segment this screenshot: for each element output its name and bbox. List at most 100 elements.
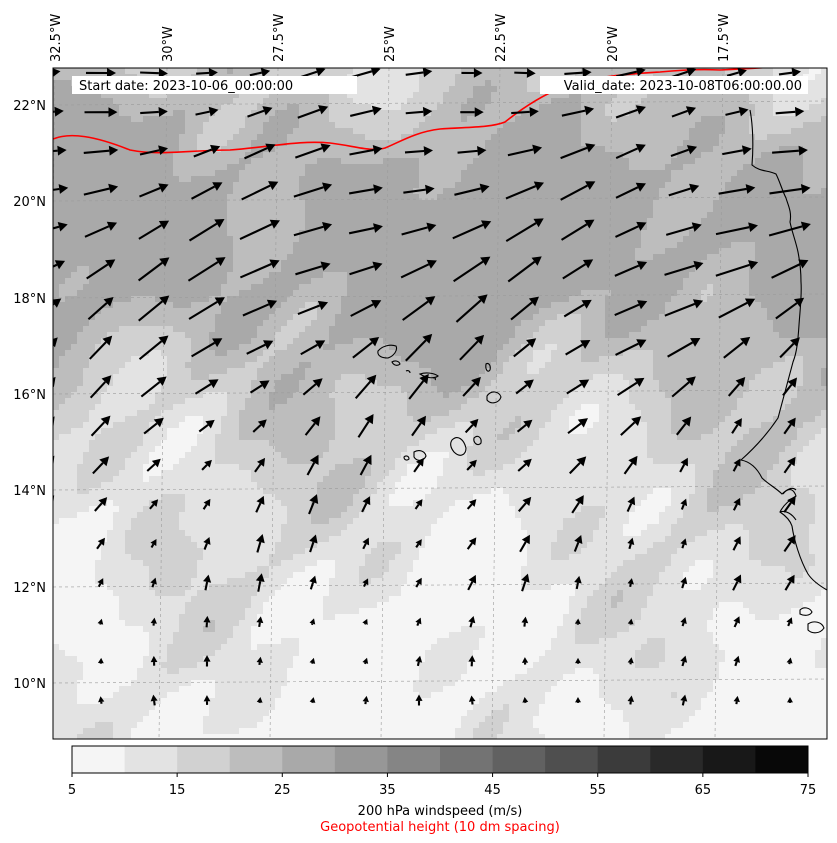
shade-cell <box>755 176 762 183</box>
shade-cell <box>809 68 816 75</box>
shade-cell <box>449 152 456 159</box>
shade-cell <box>65 188 72 195</box>
shade-cell <box>407 176 414 183</box>
shade-cell <box>647 194 654 201</box>
shade-cell <box>503 224 510 231</box>
shade-cell <box>725 98 732 105</box>
shade-cell <box>677 290 684 297</box>
shade-cell <box>191 266 198 273</box>
shade-cell <box>479 230 486 237</box>
shade-cell <box>449 218 456 225</box>
shade-cell <box>701 242 708 249</box>
shade-cell <box>95 290 102 297</box>
shade-cell <box>197 182 204 189</box>
shade-cell <box>185 128 192 135</box>
shade-cell <box>719 182 726 189</box>
shade-cell <box>527 86 534 93</box>
shade-cell <box>245 248 252 255</box>
shade-cell <box>647 254 654 261</box>
shade-cell <box>593 170 600 177</box>
shade-cell <box>413 206 420 213</box>
shade-cell <box>389 218 396 225</box>
shade-cell <box>65 74 72 81</box>
shade-cell <box>215 242 222 249</box>
shade-cell <box>491 116 498 123</box>
shade-cell <box>305 242 312 249</box>
shade-cell <box>389 260 396 267</box>
shade-cell <box>755 242 762 249</box>
shade-cell <box>737 206 744 213</box>
shade-cell <box>713 200 720 207</box>
shade-cell <box>179 128 186 135</box>
shade-cell <box>521 92 528 99</box>
shade-cell <box>617 134 624 141</box>
shade-cell <box>125 92 132 99</box>
shade-cell <box>233 128 240 135</box>
shade-cell <box>119 146 126 153</box>
shade-cell <box>215 110 222 117</box>
shade-cell <box>779 146 786 153</box>
shade-cell <box>503 86 510 93</box>
shade-cell <box>431 164 438 171</box>
shade-cell <box>599 176 606 183</box>
shade-cell <box>89 122 96 129</box>
shade-cell <box>419 284 426 291</box>
shade-cell <box>137 272 144 279</box>
shade-cell <box>635 254 642 261</box>
shade-cell <box>431 158 438 165</box>
shade-cell <box>599 122 606 129</box>
shade-cell <box>497 74 504 81</box>
shade-cell <box>341 278 348 285</box>
shade-cell <box>533 212 540 219</box>
shade-cell <box>95 278 102 285</box>
shade-cell <box>77 146 84 153</box>
shade-cell <box>773 212 780 219</box>
shade-cell <box>413 152 420 159</box>
shade-cell <box>677 182 684 189</box>
shade-cell <box>809 242 816 249</box>
shade-cell <box>197 218 204 225</box>
shade-cell <box>467 86 474 93</box>
shade-cell <box>587 92 594 99</box>
shade-cell <box>419 152 426 159</box>
shade-cell <box>587 266 594 273</box>
shade-cell <box>341 194 348 201</box>
shade-cell <box>455 248 462 255</box>
shade-cell <box>107 134 114 141</box>
shade-cell <box>329 236 336 243</box>
shade-cell <box>239 242 246 249</box>
shade-cell <box>527 188 534 195</box>
shade-cell <box>479 278 486 285</box>
shade-cell <box>251 140 258 147</box>
shade-cell <box>107 158 114 165</box>
shade-cell <box>815 290 822 297</box>
shade-cell <box>389 146 396 153</box>
shade-cell <box>815 110 822 117</box>
shade-cell <box>677 230 684 237</box>
shade-cell <box>323 242 330 249</box>
shade-cell <box>659 110 666 117</box>
shade-cell <box>401 218 408 225</box>
shade-cell <box>53 218 60 225</box>
shade-cell <box>485 128 492 135</box>
shade-cell <box>305 206 312 213</box>
shade-cell <box>755 188 762 195</box>
shade-cell <box>359 230 366 237</box>
shade-cell <box>449 164 456 171</box>
shade-cell <box>605 182 612 189</box>
shade-cell <box>773 206 780 213</box>
shade-cell <box>419 182 426 189</box>
shade-cell <box>71 104 78 111</box>
shade-cell <box>821 254 827 261</box>
shade-cell <box>665 158 672 165</box>
shade-cell <box>557 128 564 135</box>
shade-cell <box>95 164 102 171</box>
shade-cell <box>311 134 318 141</box>
shade-cell <box>197 116 204 123</box>
shade-cell <box>545 206 552 213</box>
shade-cell <box>509 86 516 93</box>
shade-cell <box>173 266 180 273</box>
shade-cell <box>191 200 198 207</box>
shade-cell <box>161 254 168 261</box>
shade-cell <box>137 188 144 195</box>
